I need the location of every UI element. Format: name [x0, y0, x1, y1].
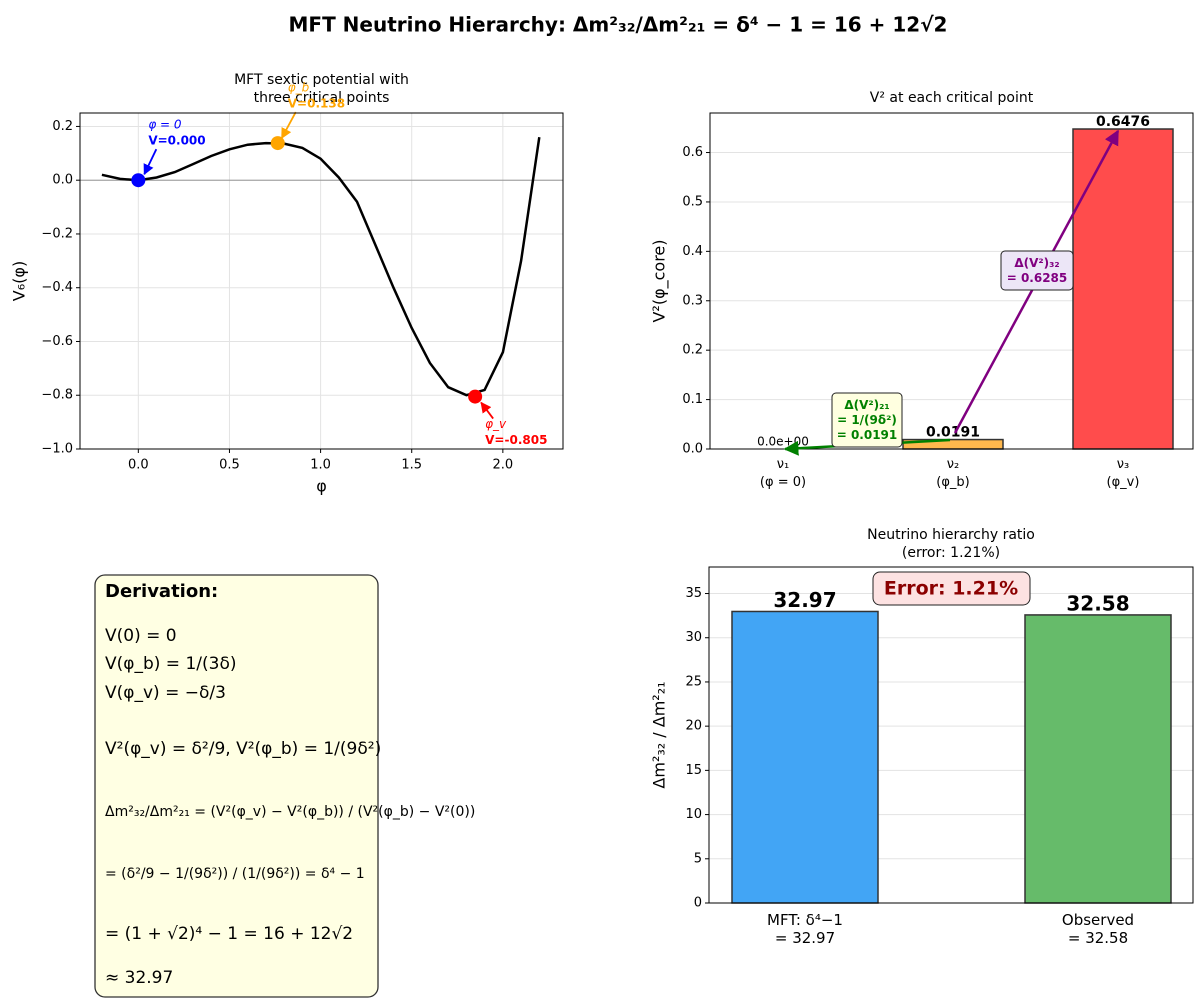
y-tick-label: 20: [685, 719, 702, 734]
bar: [731, 610, 879, 904]
derivation-line: V(0) = 0: [105, 626, 177, 646]
x-tick-label: 1.0: [310, 458, 331, 473]
value-label: 32.58: [1066, 591, 1129, 615]
point-label: φ_v: [485, 417, 507, 431]
x-tick-label: 0.0: [128, 458, 149, 473]
annotation-arrow: [143, 148, 158, 176]
derivation-line: ≈ 32.97: [105, 968, 173, 988]
x-tick-label: ν₁ (φ = 0): [760, 457, 806, 490]
x-tick-label: 1.5: [401, 458, 422, 473]
y-axis-label: V²(φ_core): [650, 239, 670, 322]
plot-frame: [79, 112, 564, 450]
point-value-label: V=0.138: [288, 97, 345, 111]
annotation: Error: 1.21%: [884, 578, 1018, 600]
point-label: φ = 0: [148, 118, 182, 132]
y-tick-label: −0.8: [41, 388, 73, 403]
value-label: 0.0e+00: [757, 435, 809, 449]
value-label: 0.0191: [926, 425, 980, 441]
y-tick-label: 0.5: [682, 194, 703, 209]
annotation-box: [1000, 250, 1074, 291]
y-tick-label: 0.0: [682, 442, 703, 457]
derivation-box: [94, 574, 379, 998]
derivation-title: Derivation:: [105, 581, 218, 602]
plot-frame: [708, 566, 1194, 904]
y-tick-label: 0.0: [52, 173, 73, 188]
y-tick-label: −0.6: [41, 334, 73, 349]
x-tick-label: Observed = 32.58: [1062, 911, 1134, 947]
y-tick-label: 0.3: [682, 293, 703, 308]
y-tick-label: 0.1: [682, 392, 703, 407]
annotation: Δ(V²)₂₁ = 1/(9δ²) = 0.0191: [837, 398, 898, 442]
x-tick-label: 0.5: [219, 458, 240, 473]
critical-point: [468, 389, 483, 404]
derivation-line: V(φ_b) = 1/(3δ): [105, 654, 236, 674]
y-tick-label: −0.4: [41, 280, 73, 295]
derivation-line: V²(φ_v) = δ²/9, V²(φ_b) = 1/(9δ²): [105, 739, 381, 759]
y-tick-label: −1.0: [41, 442, 73, 457]
y-tick-label: 0: [694, 896, 702, 911]
y-tick-label: 0.6: [682, 145, 703, 160]
y-tick-label: −0.2: [41, 226, 73, 241]
y-axis-label: Δm²₃₂ / Δm²₂₁: [650, 681, 669, 788]
value-label: 32.97: [773, 588, 836, 612]
derivation-line: Δm²₃₂/Δm²₂₁ = (V²(φ_v) − V²(φ_b)) / (V²(…: [105, 804, 475, 820]
y-tick-label: 35: [685, 586, 702, 601]
y-tick-label: 0.4: [682, 244, 703, 259]
curve: [101, 137, 541, 397]
figure-title: MFT Neutrino Hierarchy: Δm²₃₂/Δm²₂₁ = δ⁴…: [289, 13, 948, 37]
x-tick-label: ν₃ (φ_v): [1107, 457, 1140, 490]
y-tick-label: 30: [685, 630, 702, 645]
derivation-line: V(φ_v) = −δ/3: [105, 683, 226, 703]
y-tick-label: 0.2: [52, 119, 73, 134]
y-tick-label: 15: [685, 763, 702, 778]
value-label: 0.6476: [1096, 114, 1150, 130]
y-tick-label: 5: [694, 851, 702, 866]
derivation-line: = (1 + √2)⁴ − 1 = 16 + 12√2: [105, 924, 353, 944]
chart-title: Neutrino hierarchy ratio (error: 1.21%): [867, 527, 1035, 561]
derivation-line: = (δ²/9 − 1/(9δ²)) / (1/(9δ²)) = δ⁴ − 1: [105, 866, 365, 882]
point-label: φ_b: [288, 81, 310, 95]
y-tick-label: 0.2: [682, 343, 703, 358]
critical-point: [270, 136, 285, 151]
y-tick-label: 10: [685, 807, 702, 822]
bar: [1024, 614, 1172, 904]
chart-title: V² at each critical point: [870, 90, 1034, 106]
annotation: Δ(V²)₃₂ = 0.6285: [1007, 256, 1068, 285]
x-axis-label: φ: [316, 477, 327, 496]
x-tick-label: MFT: δ⁴−1 = 32.97: [767, 911, 843, 947]
x-tick-label: 2.0: [493, 458, 514, 473]
critical-point: [131, 173, 146, 188]
annotation-box: [872, 571, 1031, 606]
y-tick-label: 25: [685, 674, 702, 689]
plot-frame: [709, 112, 1194, 450]
annotation-box: [831, 392, 903, 448]
y-axis-label: V₆(φ): [10, 261, 29, 301]
x-tick-label: ν₂ (φ_b): [936, 457, 969, 490]
point-value-label: V=-0.805: [485, 433, 547, 447]
annotation-arrow: [280, 111, 297, 140]
chart-title: MFT sextic potential with three critical …: [234, 72, 409, 106]
bar: [1072, 128, 1174, 450]
annotation-arrow: [480, 401, 494, 420]
point-value-label: V=0.000: [148, 134, 205, 148]
